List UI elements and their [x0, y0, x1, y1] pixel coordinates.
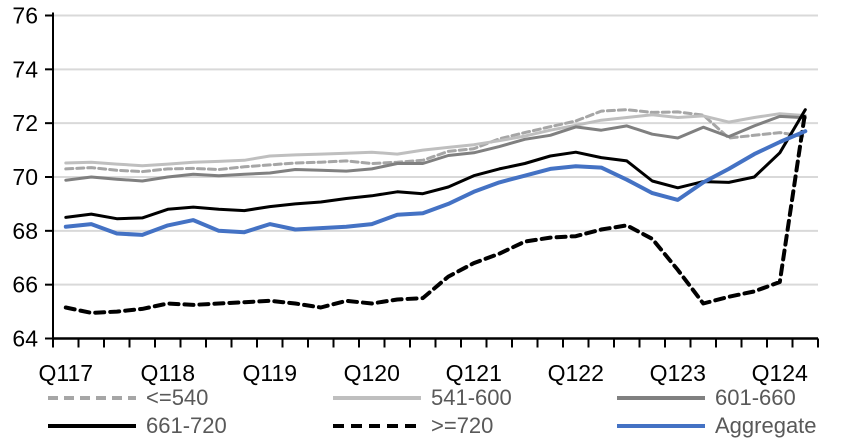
legend-item-le-540: <=540 [46, 385, 208, 411]
y-tick-label: 74 [12, 56, 38, 82]
series-line-601-660 [64, 114, 807, 183]
series-line-Aggregate [63, 129, 808, 237]
x-tick-label: Q118 [140, 360, 195, 386]
legend-line-aggregate-icon [617, 424, 705, 428]
x-tick-label: Q117 [38, 360, 93, 386]
y-tick-label: 64 [12, 326, 38, 352]
series-line-661-720 [64, 108, 807, 221]
legend-line-ge-720-icon [333, 424, 421, 428]
x-tick-label: Q121 [446, 360, 502, 386]
legend-label-661-720: 661-720 [146, 413, 227, 438]
y-tick-label: 70 [12, 164, 38, 190]
y-tick-label: 66 [12, 272, 38, 298]
legend-line-601-660-icon [617, 396, 705, 400]
legend-label-aggregate: Aggregate [715, 413, 817, 438]
legend-label-601-660: 601-660 [715, 385, 796, 410]
legend-label-le-540: <=540 [146, 385, 209, 410]
legend-label-ge-720: >=720 [431, 413, 494, 438]
x-tick-label: Q124 [752, 360, 808, 386]
series-line-<=540 [64, 108, 807, 174]
y-tick-label: 76 [12, 3, 38, 29]
legend-item-601-660: 601-660 [615, 385, 796, 411]
legend-label-541-600: 541-600 [431, 385, 512, 410]
series-line->=720 [63, 109, 808, 315]
legend-line-661-720-icon [48, 424, 136, 428]
y-tick-label: 68 [12, 218, 38, 244]
legend-item-ge-720: >=720 [331, 413, 493, 439]
x-tick-label: Q123 [650, 360, 706, 386]
legend-line-541-600-icon [333, 396, 421, 400]
x-tick-label: Q120 [344, 360, 400, 386]
legend-item-661-720: 661-720 [46, 413, 227, 439]
legend-item-aggregate: Aggregate [615, 413, 817, 439]
y-tick-label: 72 [12, 110, 38, 136]
x-tick-label: Q122 [548, 360, 604, 386]
x-tick-label: Q119 [242, 360, 297, 386]
series-line-541-600 [64, 112, 807, 168]
legend-line-le-540-icon [48, 396, 136, 400]
legend-item-541-600: 541-600 [331, 385, 512, 411]
